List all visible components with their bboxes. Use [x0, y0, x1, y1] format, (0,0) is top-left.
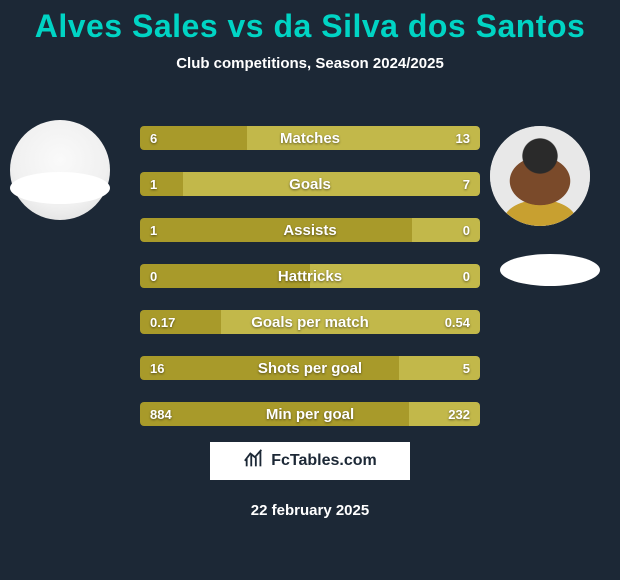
player-left-flag — [10, 172, 110, 204]
bar-value-right: 7 — [453, 172, 480, 196]
bar-value-left: 0.17 — [140, 310, 185, 334]
bar-label: Min per goal — [140, 402, 480, 426]
bar-label: Goals — [140, 172, 480, 196]
player-right-avatar — [490, 126, 590, 226]
bar-value-left: 1 — [140, 218, 167, 242]
bar-value-left: 16 — [140, 356, 174, 380]
footer-date: 22 february 2025 — [0, 502, 620, 519]
comparison-bar-chart: Matches613Goals17Assists10Hattricks00Goa… — [140, 126, 480, 448]
bar-value-left: 0 — [140, 264, 167, 288]
page-title: Alves Sales vs da Silva dos Santos — [0, 0, 620, 45]
bar-value-left: 884 — [140, 402, 182, 426]
player-face-icon — [490, 126, 590, 226]
brand-text: FcTables.com — [271, 452, 377, 470]
bar-label: Goals per match — [140, 310, 480, 334]
bar-row: Min per goal884 232 — [140, 402, 480, 426]
bar-row: Matches6 13 — [140, 126, 480, 150]
bar-label: Assists — [140, 218, 480, 242]
bar-row: Assists1 0 — [140, 218, 480, 242]
bar-value-left: 1 — [140, 172, 167, 196]
bar-value-right: 5 — [453, 356, 480, 380]
player-right-flag — [500, 254, 600, 286]
bar-value-right: 0 — [453, 218, 480, 242]
bar-value-right: 232 — [438, 402, 480, 426]
bar-row: Hattricks0 0 — [140, 264, 480, 288]
player-left-avatar — [10, 120, 110, 220]
bar-value-left: 6 — [140, 126, 167, 150]
bar-label: Hattricks — [140, 264, 480, 288]
page-subtitle: Club competitions, Season 2024/2025 — [0, 55, 620, 72]
brand-badge: FcTables.com — [210, 442, 410, 480]
bar-row: Goals1 7 — [140, 172, 480, 196]
bar-row: Goals per match0.17 0.54 — [140, 310, 480, 334]
bar-value-right: 13 — [446, 126, 480, 150]
bar-row: Shots per goal16 5 — [140, 356, 480, 380]
bar-value-right: 0.54 — [435, 310, 480, 334]
bar-label: Matches — [140, 126, 480, 150]
bar-chart-icon — [243, 448, 265, 475]
bar-label: Shots per goal — [140, 356, 480, 380]
bar-value-right: 0 — [453, 264, 480, 288]
